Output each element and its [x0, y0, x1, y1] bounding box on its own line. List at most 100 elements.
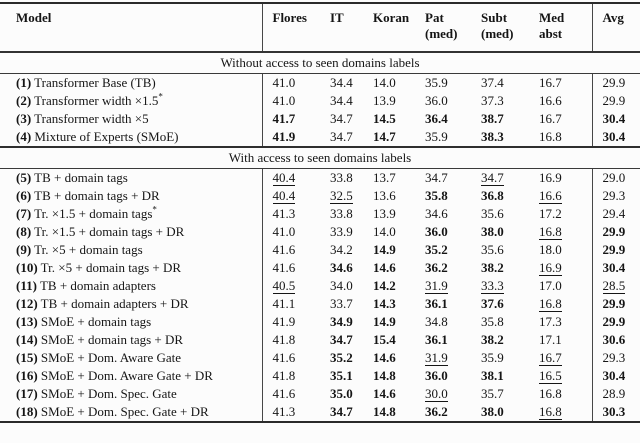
row-number: (8)	[16, 224, 32, 239]
score-value: 35.6	[481, 206, 504, 221]
section-header-row: Without access to seen domains labels	[0, 52, 640, 74]
score-value: 29.9	[602, 93, 626, 108]
score-value: 38.0	[481, 224, 504, 239]
score-value: 34.2	[330, 242, 353, 257]
score-value: 34.6	[330, 260, 353, 275]
cell-med_abst: 17.3	[529, 313, 592, 331]
column-header-model: Model	[0, 3, 262, 53]
score-value: 38.0	[481, 404, 504, 419]
section-header-row: With access to seen domains labels	[0, 146, 640, 169]
cell-flores: 41.8	[261, 331, 320, 349]
score-value: 29.9	[602, 242, 626, 257]
cell-it: 34.4	[320, 92, 363, 110]
cell-model: (5) TB + domain tags	[16, 170, 128, 185]
cell-avg: 29.0	[591, 168, 640, 187]
column-label: Avg	[602, 10, 624, 25]
score-value: 41.9	[272, 129, 296, 144]
cell-avg: 29.9	[591, 73, 640, 92]
cell-it: 33.8	[320, 205, 363, 223]
score-value: 31.9	[425, 350, 448, 366]
score-value: 38.7	[481, 111, 504, 126]
score-value: 14.6	[373, 350, 396, 365]
score-value: 29.9	[602, 75, 626, 90]
cell-med_abst: 17.0	[529, 277, 592, 295]
score-value: 29.9	[602, 224, 626, 239]
score-value: 34.7	[481, 170, 504, 186]
score-value: 35.2	[425, 242, 448, 257]
column-label: Pat	[425, 10, 444, 25]
table-row: (16) SMoE + Dom. Aware Gate + DR 41.8 35.1…	[0, 367, 640, 385]
cell-koran: 14.6	[363, 259, 415, 277]
cell-subt_med: 37.3	[471, 92, 529, 110]
cell-avg: 28.9	[591, 385, 640, 403]
cell-pat_med: 35.2	[415, 241, 471, 259]
score-value: 41.8	[272, 368, 296, 383]
cell-koran: 14.5	[363, 110, 415, 128]
table-row: (9) Tr. ×5 + domain tags 41.6 34.2 14.9 35.2…	[0, 241, 640, 259]
cell-avg: 30.3	[591, 403, 640, 422]
cell-model: (3) Transformer width ×5	[16, 111, 149, 126]
row-number: (1)	[16, 75, 32, 90]
row-number: (14)	[16, 332, 38, 347]
cell-subt_med: 38.3	[471, 128, 529, 147]
table-row: (12) TB + domain adapters + DR 41.1 33.7 14…	[0, 295, 640, 313]
score-value: 35.9	[481, 350, 504, 365]
score-value: 38.2	[481, 332, 504, 347]
cell-it: 35.2	[320, 349, 363, 367]
cell-avg: 29.4	[591, 205, 640, 223]
score-value: 32.5	[330, 188, 353, 204]
score-value: 35.9	[425, 129, 448, 144]
row-number: (17)	[16, 386, 38, 401]
score-value: 16.7	[539, 350, 562, 366]
score-value: 14.7	[373, 129, 396, 144]
cell-it: 32.5	[320, 187, 363, 205]
cell-it: 34.9	[320, 313, 363, 331]
score-value: 33.3	[481, 278, 504, 294]
cell-pat_med: 36.0	[415, 92, 471, 110]
cell-subt_med: 38.7	[471, 110, 529, 128]
score-value: 14.0	[373, 224, 396, 239]
cell-pat_med: 36.4	[415, 110, 471, 128]
table-row: (17) SMoE + Dom. Spec. Gate 41.6 35.0 14.6 3…	[0, 385, 640, 403]
section-title: Without access to seen domains labels	[0, 52, 640, 74]
score-value: 16.5	[539, 368, 562, 384]
score-value: 29.3	[602, 188, 626, 203]
cell-subt_med: 38.2	[471, 259, 529, 277]
cell-pat_med: 36.1	[415, 295, 471, 313]
cell-pat_med: 36.2	[415, 403, 471, 422]
column-header-it: IT	[320, 3, 363, 53]
score-value: 36.0	[425, 224, 448, 239]
cell-flores: 41.3	[261, 403, 320, 422]
cell-med_abst: 16.9	[529, 259, 592, 277]
score-value: 17.0	[539, 278, 562, 293]
cell-it: 34.6	[320, 259, 363, 277]
cell-koran: 14.0	[363, 74, 415, 93]
cell-pat_med: 35.8	[415, 187, 471, 205]
cell-model: (6) TB + domain tags + DR	[16, 188, 160, 203]
score-value: 34.7	[330, 404, 353, 419]
cell-koran: 14.2	[363, 277, 415, 295]
cell-subt_med: 37.4	[471, 74, 529, 93]
score-value: 41.9	[272, 314, 296, 329]
cell-pat_med: 34.8	[415, 313, 471, 331]
cell-koran: 14.7	[363, 128, 415, 147]
cell-it: 35.0	[320, 385, 363, 403]
cell-pat_med: 35.9	[415, 74, 471, 93]
cell-model: (8) Tr. ×1.5 + domain tags + DR	[16, 224, 185, 239]
score-value: 40.4	[272, 188, 296, 204]
cell-flores: 41.0	[261, 92, 320, 110]
cell-avg: 30.4	[591, 128, 640, 147]
score-value: 36.2	[425, 260, 448, 275]
score-value: 14.8	[373, 368, 396, 383]
cell-koran: 14.8	[363, 367, 415, 385]
score-value: 34.7	[330, 129, 353, 144]
cell-pat_med: 34.7	[415, 169, 471, 188]
score-value: 36.4	[425, 111, 448, 126]
cell-it: 33.9	[320, 223, 363, 241]
score-value: 41.6	[272, 350, 296, 365]
score-value: 38.2	[481, 260, 504, 275]
score-value: 36.2	[425, 404, 448, 419]
score-value: 33.9	[330, 224, 353, 239]
score-value: 40.4	[272, 170, 296, 186]
table-header: Model Flores IT Koran Pat (med) Subt (med) Med ab…	[0, 3, 640, 53]
